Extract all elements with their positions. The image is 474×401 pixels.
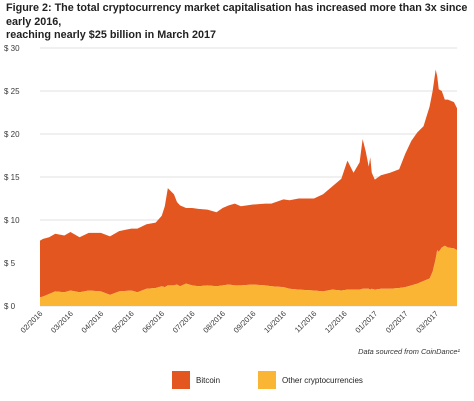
x-tick-label: 08/2016 (201, 309, 227, 335)
x-tick-label: 06/2016 (140, 309, 166, 335)
area-other-cryptocurrencies (40, 245, 457, 306)
x-tick-label: 02/2016 (19, 309, 45, 335)
y-tick-label: $ 5 (4, 259, 16, 268)
legend-label-bitcoin: Bitcoin (196, 375, 221, 385)
y-tick-label: $ 15 (4, 173, 20, 182)
x-tick-label: 04/2016 (80, 309, 106, 335)
x-tick-label: 01/2017 (353, 309, 379, 335)
x-tick-label: 12/2016 (323, 309, 349, 335)
x-tick-label: 09/2016 (232, 309, 258, 335)
chart-legend: Bitcoin Other cryptocurrencies (172, 371, 401, 389)
legend-label-other-cryptocurrencies: Other cryptocurrencies (282, 375, 363, 385)
y-tick-label: $ 30 (4, 44, 20, 53)
x-tick-label: 05/2016 (110, 309, 136, 335)
y-tick-label: $ 10 (4, 216, 20, 225)
x-tick-label: 03/2017 (414, 309, 440, 335)
x-axis-tick-labels: 02/2016 03/2016 04/2016 05/2016 06/2016 07/20… (19, 309, 440, 335)
data-source-note: Data sourced from CoinDance¹ (358, 347, 460, 356)
y-axis-tick-labels: $ 0 $ 5 $ 10 $ 15 $ 20 $ 25 $ 30 (4, 44, 20, 311)
legend-swatch-bitcoin (172, 371, 190, 389)
y-tick-label: $ 25 (4, 87, 20, 96)
area-bitcoin (40, 69, 457, 298)
legend-swatch-other-cryptocurrencies (258, 371, 277, 389)
x-tick-label: 02/2017 (384, 309, 410, 335)
x-tick-label: 11/2016 (293, 309, 318, 334)
x-tick-label: 03/2016 (49, 309, 75, 335)
y-tick-label: $ 0 (4, 302, 16, 311)
chart-title: Figure 2: The total cryptocurrency marke… (6, 2, 470, 43)
area-series (40, 69, 457, 306)
x-tick-label: 10/2016 (262, 309, 288, 335)
chart-title-line-2: reaching nearly $25 billion in March 201… (6, 29, 217, 41)
y-tick-label: $ 20 (4, 130, 20, 139)
x-tick-label: 07/2016 (171, 309, 197, 335)
chart-title-line-1: Figure 2: The total cryptocurrency marke… (6, 2, 468, 28)
